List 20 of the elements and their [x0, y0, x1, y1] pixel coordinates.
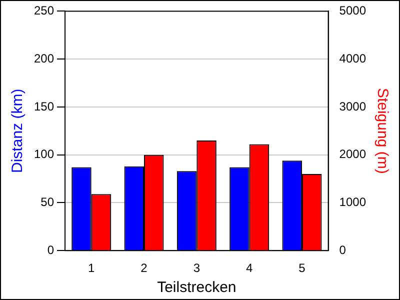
y2-tick-label: 4000: [339, 51, 366, 66]
y2-tick-label: 5000: [339, 4, 366, 18]
y-tick-label: 100: [34, 147, 54, 162]
x-tick-label: 2: [140, 261, 148, 276]
x-tick-label: 4: [246, 261, 253, 276]
x-tick-label: 3: [193, 261, 200, 276]
y2-tick-label: 3000: [339, 99, 366, 114]
x-tick-label: 1: [88, 261, 96, 276]
y2-tick-label: 2000: [339, 147, 366, 162]
y-axis-title: Distanz (km): [9, 88, 26, 173]
y-tick-label: 50: [40, 195, 54, 210]
y2-tick-label: 1000: [339, 195, 366, 210]
y-tick-label: 0: [47, 242, 54, 257]
y2-tick-label: 0: [339, 242, 346, 257]
y-tick-label: 150: [34, 99, 54, 114]
y2-axis-title: Steigung (m): [374, 88, 391, 174]
x-axis-title: Teilstrecken: [157, 279, 236, 296]
y-tick-label: 200: [34, 51, 54, 66]
x-tick-label: 5: [298, 261, 306, 276]
y-tick-label: 250: [34, 4, 54, 18]
